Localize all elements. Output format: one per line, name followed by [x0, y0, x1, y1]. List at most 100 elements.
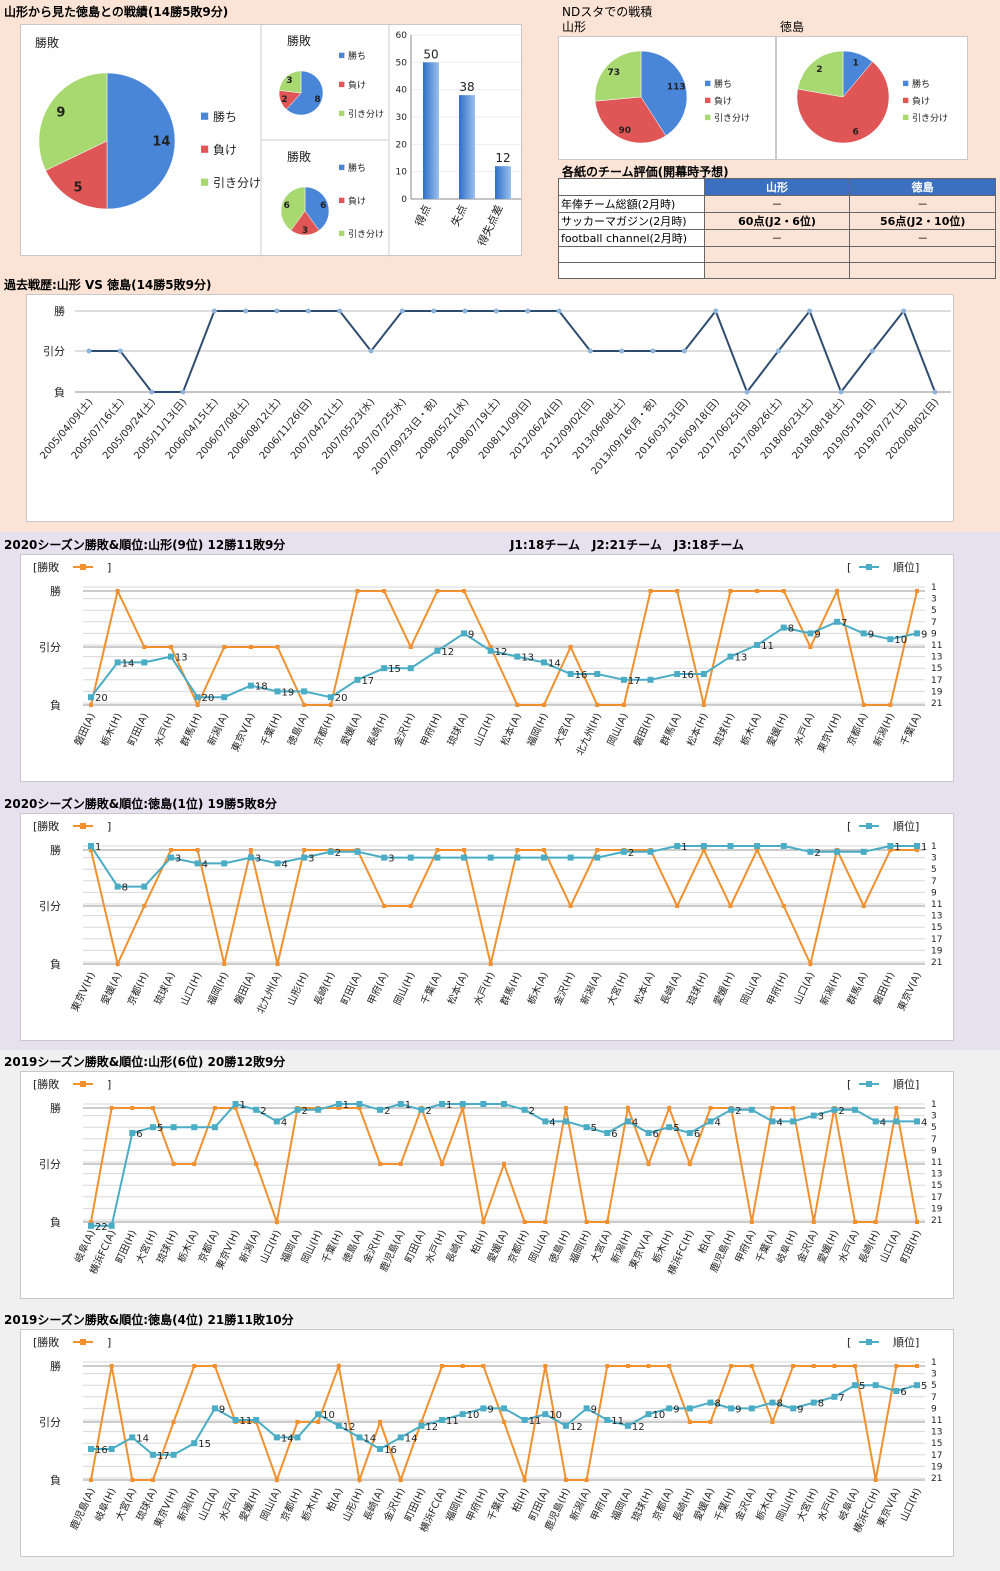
season-rank-label: 8 [818, 1399, 824, 1410]
season-legend-rank: [ [847, 1078, 851, 1091]
history-point [869, 348, 875, 354]
season-x-label: 愛媛(H) [764, 711, 791, 749]
season-wdl-label: 勝 [50, 1359, 61, 1373]
season-rank-label: 8 [788, 624, 794, 635]
season-x-label: 町田(A) [340, 971, 365, 1007]
season-rank-tick: 19 [931, 1204, 943, 1214]
season-rank-point [194, 860, 201, 867]
season-rank-point [624, 1422, 631, 1429]
history-x-label: 2017/08/26(土) [726, 396, 785, 462]
season-rank-label: 8 [122, 883, 128, 894]
season-info: J1:18チーム J2:21チーム J3:18チーム [510, 538, 744, 552]
season-x-label: 新潟(H) [817, 970, 844, 1008]
season-rank-point [274, 860, 281, 867]
season-rank-point [418, 1422, 425, 1429]
season-rank-label: 4 [282, 859, 288, 870]
season-results-point [275, 962, 280, 966]
season-rank-label: 3 [175, 854, 181, 865]
season-rank-point [700, 843, 707, 849]
nd-yamagata-legend-swatch [705, 80, 711, 87]
nd-tokushima-slice-label: 2 [816, 65, 822, 75]
season-x-label: 柏(H) [509, 1486, 532, 1515]
season-rank-label: 17 [361, 676, 374, 687]
season-rank-line [90, 845, 917, 888]
season-rank-tick: 5 [931, 606, 937, 616]
season-rank-point [461, 630, 468, 637]
history-x-label: 2005/09/24(土) [100, 396, 159, 462]
season-results-point [378, 1162, 383, 1166]
season-wdl-label: 勝 [50, 1101, 61, 1115]
season-results-point [254, 1162, 259, 1166]
season-results-point [192, 1162, 197, 1166]
season-rank-label: 5 [673, 1123, 679, 1134]
season-results-point [770, 1420, 775, 1424]
season-results-point [894, 1106, 899, 1110]
season-rank-point [108, 1222, 115, 1229]
season-results-point [835, 589, 840, 593]
season-rank-point [807, 848, 814, 855]
small-pie1-slice [278, 70, 302, 94]
season-results-point [316, 1420, 321, 1424]
season-x-label: 群馬(A) [844, 970, 870, 1007]
season-rank-label: 5 [921, 1381, 927, 1392]
season-results-point [563, 1106, 568, 1110]
season-rank-point [461, 854, 468, 861]
season-results-point [522, 1478, 527, 1482]
season-rank-label: 14 [281, 1433, 294, 1444]
season-rank-label: 14 [122, 658, 135, 669]
season-results-point [568, 645, 573, 649]
history-x-label: 2018/08/18(土) [789, 396, 848, 462]
season-results-point [336, 1106, 341, 1110]
season-rank-tick: 11 [931, 1158, 942, 1168]
season-rank-point [604, 1130, 611, 1136]
season-rank-label: 14 [548, 658, 561, 669]
season-results-point [515, 848, 520, 852]
season-rank-label: 7 [841, 618, 847, 629]
season-rank-point [728, 1106, 735, 1113]
season-results-point [274, 1478, 279, 1482]
season-x-label: 岡山(A) [605, 711, 631, 748]
season-wdl-label: 負 [50, 1474, 61, 1487]
history-x-label: 2006/08/12(土) [225, 396, 284, 462]
small-pie1-legend-item: 負け [348, 79, 366, 91]
season-results-point [541, 703, 546, 707]
season-results-point [195, 703, 200, 707]
season-rank-label: 6 [900, 1387, 906, 1398]
season-results-point [130, 1106, 135, 1110]
eval-header-empty [558, 178, 705, 196]
eval-title: 各紙のチーム評価(開幕時予想) [562, 165, 729, 179]
season-x-label: 長崎(H) [364, 711, 391, 749]
season-results-point [502, 1162, 506, 1166]
history-y-label: 引分 [43, 344, 65, 358]
goals-bar [423, 62, 439, 200]
goals-bar-value: 12 [495, 151, 510, 165]
season-rank-tick: 9 [931, 629, 937, 639]
nd-yamagata-slice-label: 73 [608, 68, 621, 78]
nd-tokushima-slice [796, 61, 890, 144]
season-results-point [275, 645, 280, 649]
season-rank-label: 14 [136, 1433, 149, 1444]
season-rank-label: 9 [868, 629, 874, 640]
season-rank-label: 2 [529, 1106, 535, 1117]
overview-title: 山形から見た徳島との戦績(14勝5敗9分) [4, 5, 229, 19]
season-results-point [708, 1420, 713, 1424]
season-results-point [543, 1220, 548, 1224]
season-rank-label: 17 [628, 676, 641, 687]
season-x-label: 磐田(H) [870, 970, 897, 1008]
season-rank-label: 9 [921, 629, 927, 640]
season-legend-wdl-close: ] [107, 561, 111, 574]
nd-title: NDスタでの戦積 [562, 5, 653, 19]
small-pie1-legend-item: 引き分け [348, 109, 384, 120]
season-rank-point [514, 653, 521, 660]
season-results-point [408, 904, 413, 908]
season-legend-wdl-close: ] [107, 1336, 111, 1349]
season-results-point [873, 1220, 878, 1224]
history-y-label: 負 [54, 386, 65, 399]
season-x-label: 愛媛(A) [98, 970, 124, 1007]
season-rank-label: 9 [797, 1404, 803, 1415]
season-rank-point [583, 1124, 590, 1131]
season-rank-point [514, 854, 521, 861]
season-rank-point [914, 630, 920, 637]
season-rank-tick: 9 [931, 888, 937, 898]
history-point [932, 389, 938, 395]
